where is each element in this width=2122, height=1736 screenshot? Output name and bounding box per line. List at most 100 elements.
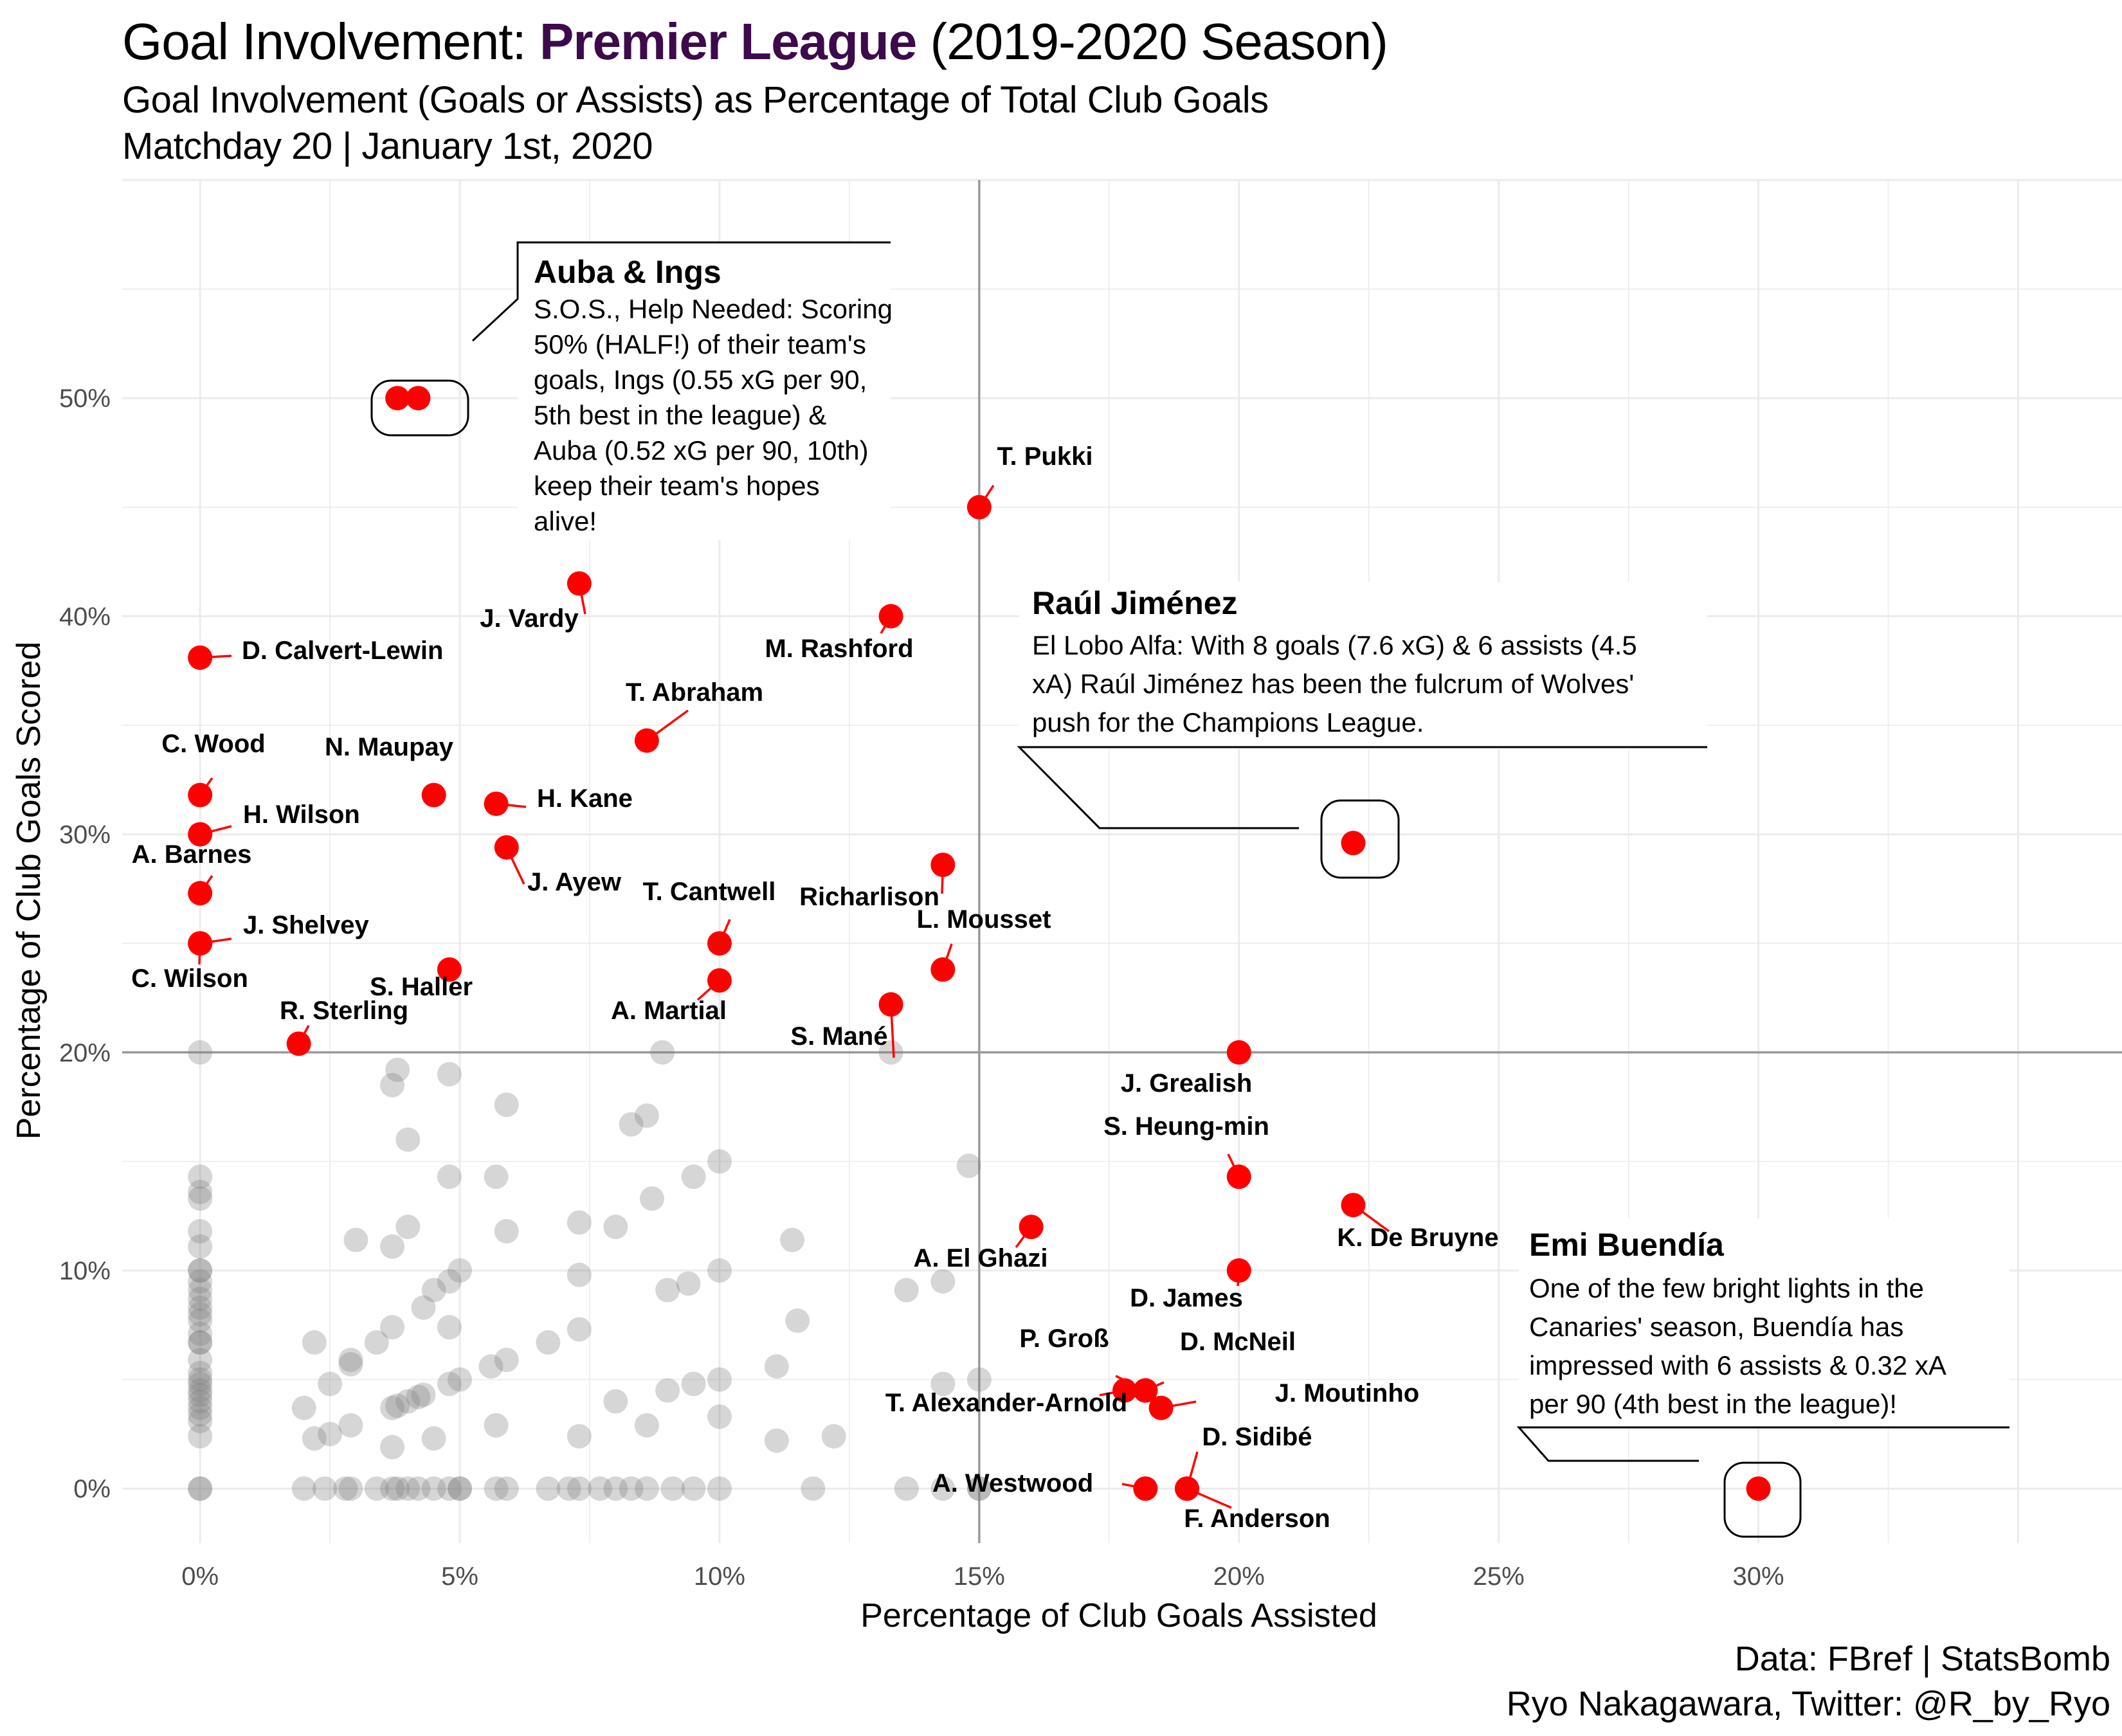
scatter-point-highlighted xyxy=(1226,1258,1251,1283)
annotation-connector xyxy=(471,241,891,342)
scatter-point-highlighted xyxy=(421,782,446,808)
scatter-point-other xyxy=(188,1295,213,1320)
scatter-point-other xyxy=(660,1476,685,1501)
player-label: A. El Ghazi xyxy=(914,1244,1048,1272)
scatter-point-other xyxy=(619,1112,644,1137)
y-tick-label: 20% xyxy=(59,1039,111,1067)
player-label: A. Westwood xyxy=(932,1469,1093,1497)
player-label: H. Wilson xyxy=(243,800,360,829)
scatter-point-other xyxy=(484,1476,509,1501)
scatter-point-other xyxy=(966,1476,992,1501)
annotation-text-line: S.O.S., Help Needed: Scoring xyxy=(534,294,893,324)
scatter-point-other xyxy=(676,1271,701,1296)
scatter-point-other xyxy=(603,1476,628,1501)
x-axis-title: Percentage of Club Goals Assisted xyxy=(860,1597,1377,1634)
scatter-point-other xyxy=(619,1476,644,1501)
scatter-point-other xyxy=(930,1269,956,1294)
scatter-point-other xyxy=(188,1321,213,1346)
caption: Data: FBref | StatsBomb Ryo Nakagawara, … xyxy=(1507,1636,2110,1726)
scatter-point-other xyxy=(188,1389,213,1414)
scatter-point-other xyxy=(421,1278,446,1303)
scatter-point-other xyxy=(448,1367,473,1392)
annotation-highlight-ring xyxy=(370,379,469,437)
scatter-point-other xyxy=(494,1348,519,1373)
scatter-point-other xyxy=(188,1378,213,1403)
scatter-point-highlighted xyxy=(1133,1378,1158,1403)
scatter-point-other xyxy=(494,1092,519,1117)
annotation-text-line: goals, Ings (0.55 xG per 90, xyxy=(534,365,867,395)
scatter-point-other xyxy=(318,1371,343,1397)
scatter-point-other xyxy=(188,1348,213,1373)
scatter-point-other xyxy=(188,1269,213,1294)
scatter-point-other xyxy=(707,1149,732,1174)
chart-subtitle-date: Matchday 20 | January 1st, 2020 xyxy=(122,125,653,167)
annotation-text-line: per 90 (4th best in the league)! xyxy=(1529,1389,1897,1419)
annotation-text-line: El Lobo Alfa: With 8 goals (7.6 xG) & 6 … xyxy=(1032,630,1637,660)
title-suffix: (2019-2020 Season) xyxy=(916,13,1388,70)
scatter-point-other xyxy=(188,1164,213,1189)
scatter-point-other xyxy=(894,1476,919,1501)
scatter-point-other xyxy=(302,1426,327,1451)
scatter-point-other xyxy=(188,1258,213,1283)
scatter-point-other xyxy=(380,1315,405,1340)
annotation-box xyxy=(1519,1218,2009,1429)
scatter-point-other xyxy=(707,1258,732,1283)
annotation-text-line: 5th best in the league) & xyxy=(534,400,826,430)
scatter-point-highlighted xyxy=(1341,1193,1366,1218)
scatter-point-other xyxy=(567,1317,592,1342)
scatter-point-other xyxy=(634,1476,659,1501)
scatter-point-highlighted xyxy=(1746,1476,1771,1501)
scatter-point-other xyxy=(188,1287,213,1312)
player-label: A. Barnes xyxy=(132,840,252,869)
scatter-point-highlighted xyxy=(1341,831,1366,856)
scatter-point-other xyxy=(188,1409,213,1434)
scatter-point-other xyxy=(494,1476,519,1501)
scatter-point-other xyxy=(764,1354,789,1379)
scatter-point-other xyxy=(395,1389,421,1414)
scatter-point-other xyxy=(437,1269,462,1294)
player-label: D. James xyxy=(1130,1284,1243,1312)
highlighted-players-points xyxy=(188,386,1771,1501)
x-tick-label: 20% xyxy=(1213,1562,1265,1591)
scatter-point-other xyxy=(364,1330,389,1355)
scatter-point-other xyxy=(188,1476,213,1501)
scatter-point-other xyxy=(681,1476,706,1501)
player-label: C. Wilson xyxy=(131,964,248,993)
scatter-point-other xyxy=(188,1476,213,1501)
title-highlight: Premier League xyxy=(540,13,917,70)
player-label: J. Grealish xyxy=(1121,1069,1253,1098)
scatter-point-other xyxy=(338,1476,363,1501)
annotation-text-line: keep their team's hopes xyxy=(534,471,820,501)
player-label: J. Vardy xyxy=(480,604,579,633)
scatter-point-other xyxy=(478,1354,503,1379)
scatter-point-other xyxy=(785,1308,810,1334)
player-label: M. Rashford xyxy=(765,635,913,663)
scatter-point-other xyxy=(302,1330,327,1355)
scatter-point-other xyxy=(188,1040,213,1065)
player-label: T. Abraham xyxy=(626,678,763,707)
scatter-point-other xyxy=(437,1476,462,1501)
scatter-point-other xyxy=(188,1395,213,1420)
x-tick-label: 5% xyxy=(441,1562,478,1591)
scatter-point-other xyxy=(437,1164,462,1189)
chart-subtitle: Goal Involvement (Goals or Assists) as P… xyxy=(122,79,1269,121)
scatter-point-other xyxy=(650,1040,675,1065)
scatter-point-other xyxy=(707,1367,732,1392)
scatter-point-other xyxy=(536,1476,561,1501)
y-axis-title: Percentage of Club Goals Scored xyxy=(10,642,48,1140)
scatter-point-other xyxy=(764,1428,789,1453)
scatter-point-highlighted xyxy=(634,728,659,753)
scatter-point-other xyxy=(188,1382,213,1407)
scatter-point-highlighted xyxy=(707,968,732,993)
player-label: S. Mané xyxy=(790,1022,887,1051)
scatter-point-highlighted xyxy=(1148,1395,1174,1420)
annotation-connector xyxy=(1017,746,1707,829)
scatter-point-other xyxy=(188,1278,213,1303)
axis-ticks: 0% 5% 10% 15% 20% 25% 30% 0% 10% 20% 30% 40% 50% xyxy=(59,384,1784,1591)
scatter-point-other xyxy=(448,1258,473,1283)
annotation-text-line: alive! xyxy=(534,506,597,536)
scatter-point-other xyxy=(338,1352,363,1377)
annotation-text-line: xA) Raúl Jiménez has been the fulcrum of… xyxy=(1032,669,1634,699)
player-label: P. Groß xyxy=(1019,1325,1109,1353)
player-label: J. Shelvey xyxy=(243,911,369,939)
